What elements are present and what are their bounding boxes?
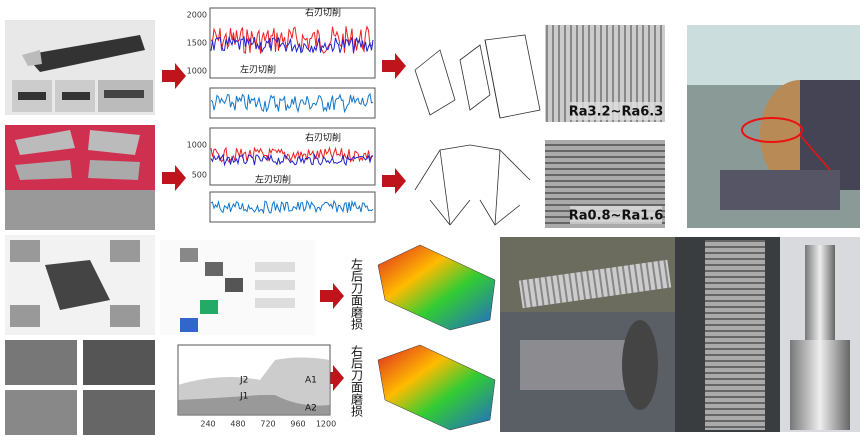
- force-plot-top: 2000 1500 1000 右刃切削 左刃切削: [187, 7, 376, 119]
- x-tick-label: 480: [230, 420, 245, 429]
- wear-surface: [377, 244, 496, 431]
- annotation: 右刃切削: [305, 7, 341, 19]
- roughness-label: Ra3.2~Ra6.3: [569, 105, 664, 120]
- area-label: J1: [239, 392, 248, 402]
- signal: [210, 146, 374, 163]
- annotation: 左刃切削: [255, 174, 291, 186]
- machine-photo: [687, 25, 860, 228]
- area-label: J2: [239, 376, 248, 386]
- tool-photo: [5, 20, 155, 115]
- x-tick-label: 240: [200, 420, 215, 429]
- spindle-photo: [675, 237, 860, 432]
- annotation: 右刃切削: [305, 132, 341, 144]
- area-plot: A1 A2 J1 J2 240 480 720 960 1200: [177, 344, 336, 429]
- geometry-diagram: [414, 34, 541, 226]
- signal: [210, 92, 374, 114]
- arrows: [162, 53, 406, 391]
- x-tick-label: 1200: [316, 420, 336, 429]
- signal: [210, 199, 374, 215]
- y-tick-label: 500: [192, 171, 207, 180]
- wear-label: 左后刀面磨损: [350, 257, 364, 331]
- x-tick-label: 960: [290, 420, 305, 429]
- y-tick-label: 1000: [187, 141, 207, 150]
- force-plot-bottom: 1000 500 右刃切削 左刃切削: [187, 127, 376, 223]
- area-label: A1: [305, 376, 317, 386]
- roughness-label: Ra0.8~Ra1.6: [569, 209, 664, 224]
- lathe-photo: [500, 237, 675, 432]
- signal: [210, 153, 374, 167]
- y-tick-label: 1000: [187, 67, 207, 76]
- x-tick-label: 720: [260, 420, 275, 429]
- fixture-photo: [5, 125, 155, 230]
- y-tick-label: 2000: [187, 11, 207, 20]
- micro-photos: [5, 235, 155, 435]
- annotation: 左刃切削: [240, 64, 276, 76]
- flow-diagram: [160, 240, 315, 335]
- area-label: A2: [305, 404, 317, 414]
- surface-photo: Ra3.2~Ra6.3 Ra0.8~Ra1.6: [545, 25, 665, 228]
- signal: [210, 35, 374, 54]
- wear-label: 右后刀面磨损: [350, 344, 364, 418]
- y-tick-label: 1500: [187, 39, 207, 48]
